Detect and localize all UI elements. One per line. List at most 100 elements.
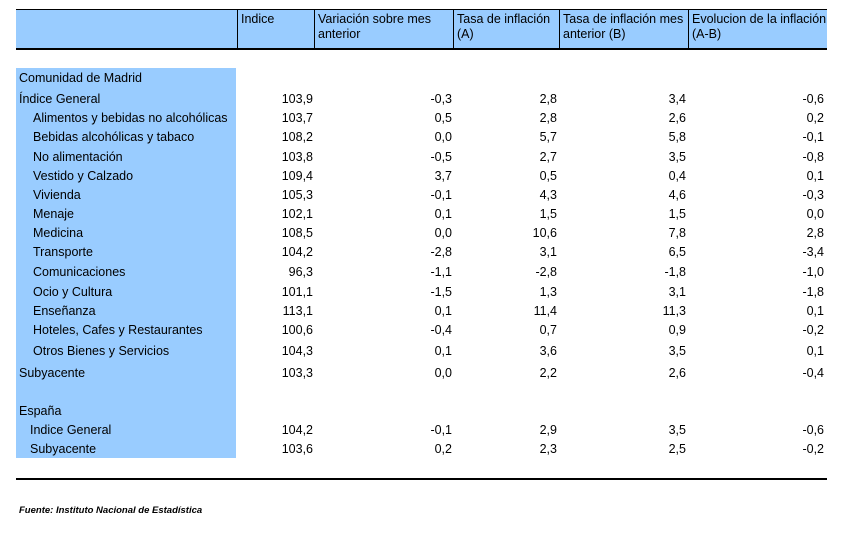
header-tasa-anterior: Tasa de inflación mes anterior (B) xyxy=(559,10,688,48)
tasa-anterior-value: 7,8 xyxy=(668,226,686,240)
header-indice: Indice xyxy=(237,10,314,48)
evolucion-value: 0,1 xyxy=(806,344,824,358)
evolucion-value: -0,4 xyxy=(802,366,824,380)
indice-value: 101,1 xyxy=(281,285,313,299)
row-label: Indice General xyxy=(30,423,112,437)
variacion-value: 0,1 xyxy=(434,344,452,358)
tasa-anterior-value: 4,6 xyxy=(668,188,686,202)
evolucion-value: -0,2 xyxy=(802,323,824,337)
header-evolucion: Evolucion de la inflación (A-B) xyxy=(688,10,827,48)
tasa-anterior-value: 5,8 xyxy=(668,130,686,144)
evolucion-value: 0,1 xyxy=(806,169,824,183)
variacion-value: -0,3 xyxy=(430,92,452,106)
variacion-value: 0,0 xyxy=(434,130,452,144)
tasa-anterior-value: 3,4 xyxy=(668,92,686,106)
indice-value: 108,5 xyxy=(281,226,313,240)
tasa-value: 2,8 xyxy=(539,92,557,106)
indice-value: 103,6 xyxy=(281,442,313,456)
tasa-value: 3,1 xyxy=(539,245,557,259)
tasa-anterior-value: 3,5 xyxy=(668,344,686,358)
tasa-value: 1,5 xyxy=(539,207,557,221)
header-bottom-rule xyxy=(16,48,827,50)
tasa-anterior-value: 0,9 xyxy=(668,323,686,337)
row-label: Otros Bienes y Servicios xyxy=(33,344,170,358)
variacion-value: 0,1 xyxy=(434,304,452,318)
tasa-anterior-value: 1,5 xyxy=(668,207,686,221)
tasa-value: 0,7 xyxy=(539,323,557,337)
evolucion-value: 0,0 xyxy=(806,207,824,221)
section-title-madrid: Comunidad de Madrid xyxy=(19,71,142,85)
tasa-value: 4,3 xyxy=(539,188,557,202)
indice-value: 113,1 xyxy=(282,304,313,318)
variacion-value: -0,1 xyxy=(430,188,452,202)
row-label: Hoteles, Cafes y Restaurantes xyxy=(33,323,203,337)
tasa-value: 2,3 xyxy=(539,442,557,456)
tasa-value: 1,3 xyxy=(539,285,557,299)
indice-value: 103,8 xyxy=(281,150,313,164)
row-label: Enseñanza xyxy=(33,304,96,318)
tasa-anterior-value: 3,5 xyxy=(668,423,686,437)
variacion-value: -0,5 xyxy=(430,150,452,164)
variacion-value: 0,0 xyxy=(434,366,452,380)
row-label: Medicina xyxy=(33,226,84,240)
variacion-value: 0,2 xyxy=(434,442,452,456)
tasa-value: 5,7 xyxy=(539,130,557,144)
tasa-value: 2,2 xyxy=(539,366,557,380)
row-label: Alimentos y bebidas no alcohólicas xyxy=(33,111,228,125)
row-label: Índice General xyxy=(19,92,101,106)
indice-value: 108,2 xyxy=(281,130,313,144)
evolucion-value: -1,0 xyxy=(802,265,824,279)
tasa-value: 2,7 xyxy=(539,150,557,164)
row-label: Transporte xyxy=(33,245,93,259)
variacion-value: -1,1 xyxy=(430,265,452,279)
indice-value: 104,2 xyxy=(281,423,313,437)
header-top-rule xyxy=(16,9,827,10)
variacion-value: 3,7 xyxy=(434,169,452,183)
tasa-value: 3,6 xyxy=(539,344,557,358)
indice-value: 103,3 xyxy=(281,366,313,380)
tasa-anterior-value: -1,8 xyxy=(664,265,686,279)
indice-value: 104,2 xyxy=(281,245,313,259)
indice-value: 102,1 xyxy=(281,207,313,221)
evolucion-value: -0,3 xyxy=(802,188,824,202)
evolucion-value: -0,2 xyxy=(802,442,824,456)
row-label: Menaje xyxy=(33,207,74,221)
table-header xyxy=(16,9,827,49)
evolucion-value: -0,6 xyxy=(802,92,824,106)
indice-value: 104,3 xyxy=(281,344,313,358)
evolucion-value: 0,2 xyxy=(806,111,824,125)
tasa-anterior-value: 0,4 xyxy=(668,169,686,183)
row-label: Subyacente xyxy=(30,442,97,456)
source-note: Fuente: Instituto Nacional de Estadístic… xyxy=(19,505,203,516)
variacion-value: -1,5 xyxy=(430,285,452,299)
indice-value: 105,3 xyxy=(281,188,313,202)
tasa-value: 0,5 xyxy=(539,169,557,183)
row-label: Comunicaciones xyxy=(33,265,126,279)
evolucion-value: -0,1 xyxy=(802,130,824,144)
indice-value: 103,9 xyxy=(281,92,313,106)
variacion-value: 0,5 xyxy=(434,111,452,125)
row-label: Vestido y Calzado xyxy=(33,169,134,183)
section-title-espana: España xyxy=(19,404,62,418)
indice-value: 109,4 xyxy=(281,169,313,183)
tasa-anterior-value: 2,5 xyxy=(668,442,686,456)
tasa-anterior-value: 2,6 xyxy=(668,366,686,380)
evolucion-value: -0,8 xyxy=(802,150,824,164)
indice-value: 96,3 xyxy=(288,265,313,279)
tasa-value: 11,4 xyxy=(533,304,557,318)
variacion-value: -0,4 xyxy=(430,323,452,337)
row-label: Vivienda xyxy=(33,188,81,202)
evolucion-value: -0,6 xyxy=(802,423,824,437)
evolucion-value: -1,8 xyxy=(802,285,824,299)
indice-value: 103,7 xyxy=(281,111,313,125)
table-bottom-rule xyxy=(16,478,827,480)
header-variacion: Variación sobre mes anterior xyxy=(314,10,453,48)
header-tasa: Tasa de inflación (A) xyxy=(453,10,559,48)
variacion-value: -2,8 xyxy=(430,245,452,259)
row-label: No alimentación xyxy=(33,150,123,164)
variacion-value: 0,0 xyxy=(434,226,452,240)
indice-value: 100,6 xyxy=(281,323,313,337)
tasa-anterior-value: 6,5 xyxy=(668,245,686,259)
tasa-value: 10,6 xyxy=(532,226,557,240)
tasa-anterior-value: 11,3 xyxy=(662,304,686,318)
